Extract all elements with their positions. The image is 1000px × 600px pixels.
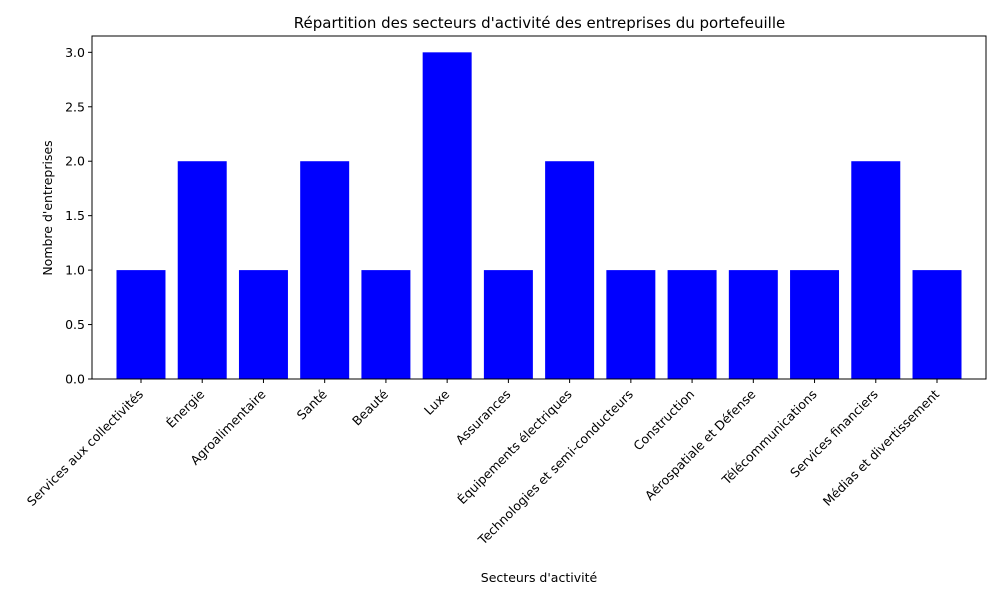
bar-1 xyxy=(116,270,166,379)
bar-9 xyxy=(606,270,656,379)
x-tick-label: Énergie xyxy=(163,386,207,430)
bar-2 xyxy=(177,161,227,379)
bar-7 xyxy=(483,270,533,379)
bar-11 xyxy=(728,270,778,379)
x-axis-label: Secteurs d'activité xyxy=(481,570,598,585)
x-tick-label: Luxe xyxy=(421,386,453,418)
y-tick-label: 2.0 xyxy=(65,154,85,169)
x-tick-label: Assurances xyxy=(452,387,513,448)
x-tick-label: Beauté xyxy=(349,386,391,428)
plot-area xyxy=(91,35,987,380)
x-tick-label: Services aux collectivités xyxy=(24,387,146,509)
bar-12 xyxy=(790,270,840,379)
x-tick-label: Médias et divertissement xyxy=(820,386,942,508)
y-axis-label: Nombre d'entreprises xyxy=(40,140,55,275)
x-tick-label: Construction xyxy=(630,387,697,454)
plot-frame xyxy=(91,35,987,380)
x-axis: Services aux collectivités ÉnergieAgroali… xyxy=(24,379,942,548)
bar-14 xyxy=(912,270,962,379)
bar-13 xyxy=(851,161,901,379)
y-tick-label: 1.0 xyxy=(65,263,85,278)
bar-4 xyxy=(300,161,350,379)
y-tick-label: 0.5 xyxy=(65,317,85,332)
x-tick-label: Aérospatiale et Défense xyxy=(642,386,759,503)
y-tick-label: 1.5 xyxy=(65,208,85,223)
y-tick-label: 0.0 xyxy=(65,372,85,387)
y-tick-label: 2.5 xyxy=(65,99,85,114)
bar-10 xyxy=(667,270,717,379)
chart-title: Répartition des secteurs d'activité des … xyxy=(294,14,785,32)
bar-8 xyxy=(545,161,595,379)
y-tick-label: 3.0 xyxy=(65,45,85,60)
x-tick-label: Santé xyxy=(294,386,330,422)
bar-3 xyxy=(238,270,288,379)
y-axis: 0.0 0.5 1.0 1.5 2.0 2.5 3.0 xyxy=(65,45,92,387)
bar-6 xyxy=(422,52,472,379)
x-tick-label: Équipements électriques xyxy=(454,387,574,507)
bar-5 xyxy=(361,270,411,379)
